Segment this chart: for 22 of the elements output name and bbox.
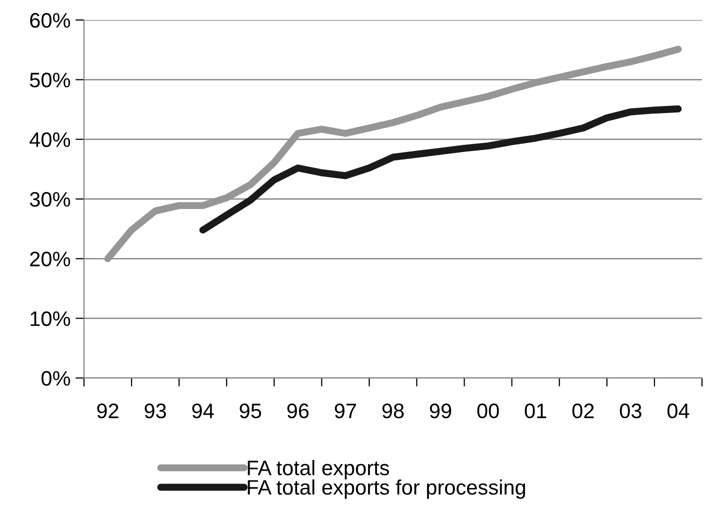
- x-tick-label: 04: [667, 404, 690, 418]
- y-tick-label: 50%: [30, 72, 70, 88]
- x-tick-label: 94: [192, 404, 214, 418]
- y-tick-label: 60%: [30, 13, 70, 28]
- x-tick-label: 01: [524, 404, 546, 418]
- x-tick-label: 97: [334, 404, 356, 418]
- x-tick-label: 98: [382, 404, 404, 418]
- y-tick-label: 30%: [30, 192, 70, 207]
- x-tick-label: 00: [477, 404, 499, 418]
- y-tick-label: 0%: [42, 371, 70, 386]
- x-tick-label: 96: [287, 404, 309, 418]
- x-tick-label: 92: [97, 404, 118, 418]
- y-tick-label: 10%: [30, 311, 70, 326]
- x-tick-label: 93: [144, 404, 166, 418]
- x-tick-label: 02: [572, 404, 594, 418]
- legend-label: FA total exports for processing: [248, 479, 526, 499]
- y-tick-label: 20%: [30, 252, 70, 266]
- x-tick-label: 99: [430, 404, 452, 418]
- y-tick-label: 40%: [30, 132, 70, 148]
- x-tick-label: 03: [620, 404, 642, 418]
- x-tick-label: 95: [240, 404, 262, 418]
- legend-label: FA total exports: [248, 460, 390, 480]
